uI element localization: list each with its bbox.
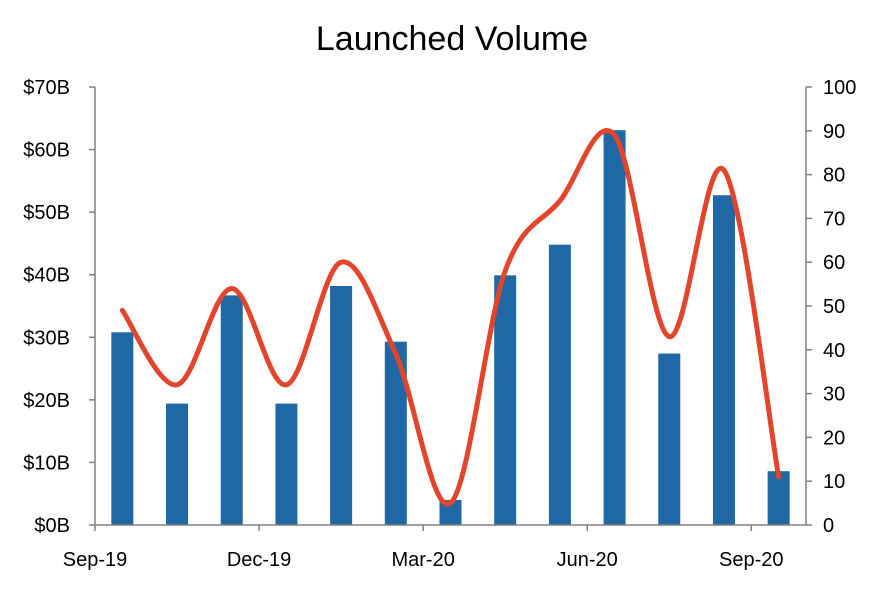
bar-Aug-20 (713, 195, 735, 525)
x-tick-label: Sep-19 (63, 549, 128, 571)
right-tick-label: 0 (823, 515, 834, 537)
bar-Nov-19 (221, 295, 243, 525)
bar-Apr-20 (494, 275, 516, 525)
bar-May-20 (549, 245, 571, 525)
left-tick-label: $70B (23, 77, 70, 99)
right-axis-ticks: 0 10 20 30 40 50 60 70 80 90 100 (806, 77, 856, 537)
right-tick-label: 20 (823, 427, 845, 449)
bar-series (111, 130, 789, 525)
left-tick-label: $50B (23, 202, 70, 224)
bar-Oct-19 (166, 404, 188, 525)
right-tick-label: 90 (823, 121, 845, 143)
bar-Sep-19 (111, 332, 133, 525)
bar-Jun-20 (604, 130, 626, 525)
line-series (122, 131, 779, 505)
right-tick-label: 80 (823, 165, 845, 187)
right-tick-label: 30 (823, 384, 845, 406)
right-tick-label: 60 (823, 252, 845, 274)
left-tick-label: $40B (23, 265, 70, 287)
right-tick-label: 100 (823, 77, 856, 99)
x-tick-label: Sep-20 (719, 549, 784, 571)
left-tick-label: $0B (34, 515, 70, 537)
x-tick-label: Mar-20 (391, 549, 454, 571)
right-tick-label: 10 (823, 471, 845, 493)
left-tick-label: $20B (23, 390, 70, 412)
chart-title: Launched Volume (316, 20, 588, 58)
left-axis-ticks: $0B $10B $20B $30B $40B $50B $60B $70B (23, 77, 95, 537)
x-axis-ticks: Sep-19 Dec-19 Mar-20 Jun-20 Sep-20 (63, 525, 784, 571)
left-tick-label: $60B (23, 140, 70, 162)
right-tick-label: 40 (823, 340, 845, 362)
left-tick-label: $30B (23, 327, 70, 349)
x-tick-label: Jun-20 (557, 549, 618, 571)
left-tick-label: $10B (23, 452, 70, 474)
bar-Jul-20 (658, 354, 680, 525)
bar-Dec-19 (275, 404, 297, 525)
x-tick-label: Dec-19 (227, 549, 291, 571)
right-tick-label: 50 (823, 296, 845, 318)
right-tick-label: 70 (823, 208, 845, 230)
axes (95, 87, 806, 525)
bar-Jan-20 (330, 286, 352, 525)
